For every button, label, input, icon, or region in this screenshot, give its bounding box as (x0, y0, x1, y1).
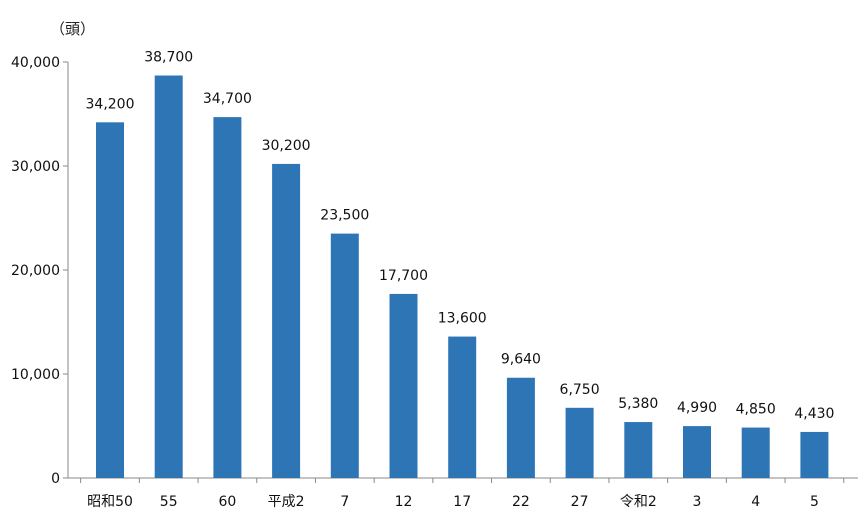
data-label: 17,700 (379, 268, 428, 284)
x-tick-label: 令和2 (620, 494, 657, 510)
x-tick-label: 22 (512, 494, 530, 510)
x-tick-label: 4 (751, 494, 760, 510)
bar (565, 407, 594, 478)
bar (448, 336, 477, 478)
x-tick-label: 55 (160, 494, 178, 510)
data-label: 9,640 (501, 352, 541, 368)
y-tick-label: 0 (51, 471, 60, 487)
y-tick-label: 40,000 (11, 55, 60, 71)
data-label: 38,700 (144, 50, 193, 66)
x-tick-label: 昭和50 (87, 494, 133, 510)
y-tick-label: 10,000 (11, 367, 60, 383)
data-labels: 34,200 38,700 34,700 30,200 23,500 17,700 13,6… (86, 50, 835, 422)
y-axis-unit-label: （頭） (50, 20, 96, 38)
bars (96, 75, 829, 479)
bar (154, 75, 183, 479)
bar (213, 117, 242, 479)
x-tick-label: 3 (693, 494, 702, 510)
x-tick-label: 27 (571, 494, 589, 510)
data-label: 30,200 (262, 138, 311, 154)
data-label: 34,200 (86, 96, 135, 112)
data-label: 6,750 (560, 382, 600, 398)
x-tick-label: 12 (395, 494, 413, 510)
bar (96, 122, 124, 478)
data-label: 5,380 (618, 396, 658, 412)
x-tick-label: 5 (810, 494, 819, 510)
bar (624, 422, 653, 478)
x-tick-labels: 昭和50 55 60 平成2 7 12 17 22 27 令和2 3 4 5 (87, 494, 819, 510)
data-label: 4,850 (736, 402, 776, 418)
x-tick-label: 60 (218, 494, 236, 510)
x-tick-label: 7 (340, 494, 349, 510)
x-tick-label: 平成2 (268, 494, 305, 510)
data-label: 34,700 (203, 91, 252, 107)
bar (330, 233, 359, 478)
bar (389, 293, 418, 478)
y-tick-label: 30,000 (11, 159, 60, 175)
bar (683, 426, 711, 478)
bar (506, 377, 535, 478)
bar (741, 427, 770, 478)
y-tick-labels: 0 10,000 20,000 30,000 40,000 (11, 55, 60, 487)
data-label: 13,600 (438, 311, 487, 327)
data-label: 4,430 (794, 406, 834, 422)
x-tick-label: 17 (453, 494, 471, 510)
data-label: 4,990 (677, 400, 717, 416)
y-tick-label: 20,000 (11, 263, 60, 279)
data-label: 23,500 (320, 208, 369, 224)
bar (272, 163, 301, 479)
bar (800, 431, 829, 478)
